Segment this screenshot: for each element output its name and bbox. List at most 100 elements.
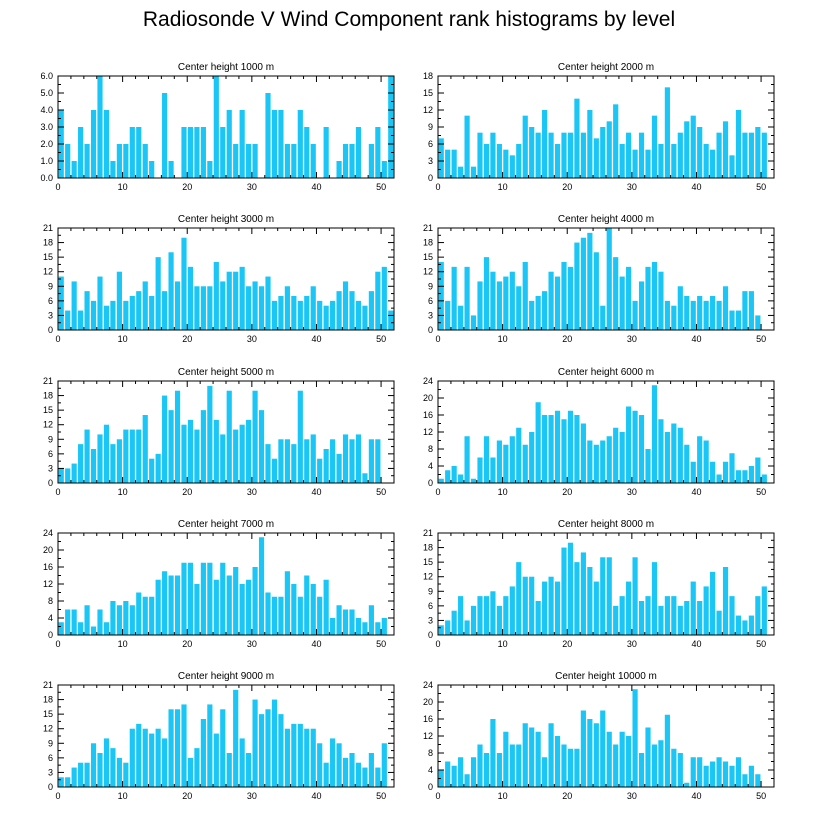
bar xyxy=(742,291,748,330)
bar xyxy=(381,266,387,330)
panel-5: Center height 5000 m 0 10 20 30 40 50 0 3 6 9 12 15 1… xyxy=(43,367,395,497)
bar xyxy=(239,110,245,178)
bar xyxy=(483,753,490,787)
bar xyxy=(619,596,625,635)
x-tick-label: 0 xyxy=(435,487,440,497)
bar xyxy=(297,723,303,787)
bar xyxy=(65,609,71,635)
x-tick-label: 20 xyxy=(562,791,572,801)
x-tick-label: 40 xyxy=(311,487,321,497)
x-tick-label: 50 xyxy=(756,334,766,344)
bar xyxy=(677,132,683,178)
bar xyxy=(129,728,135,787)
bar xyxy=(97,753,103,787)
x-tick-label: 0 xyxy=(435,182,440,192)
bar xyxy=(123,429,129,483)
bar xyxy=(65,144,71,178)
bar xyxy=(580,237,586,330)
bar xyxy=(483,436,490,483)
bar xyxy=(310,434,316,483)
bar xyxy=(200,719,206,787)
bar xyxy=(742,132,748,178)
bar xyxy=(258,410,265,483)
y-tick-label: 24 xyxy=(423,680,433,690)
bar xyxy=(516,562,522,635)
bar xyxy=(252,144,258,178)
bar xyxy=(567,748,574,787)
bar xyxy=(470,757,477,787)
bar xyxy=(233,271,239,330)
bar xyxy=(503,149,509,178)
bar xyxy=(136,291,142,330)
bar xyxy=(310,144,316,178)
bar xyxy=(697,296,703,330)
bar xyxy=(58,468,64,483)
bar xyxy=(548,723,554,787)
bar xyxy=(690,581,696,635)
bar xyxy=(600,557,606,635)
y-tick-label: 0 xyxy=(48,782,53,792)
y-tick-label: 18 xyxy=(423,238,433,248)
bar xyxy=(381,618,387,635)
bar xyxy=(355,434,362,483)
bar xyxy=(349,753,355,787)
y-tick-label: 15 xyxy=(43,252,53,262)
bar xyxy=(355,300,362,330)
bar xyxy=(304,439,310,483)
bar xyxy=(381,743,387,787)
bar xyxy=(735,110,742,178)
panel-title: Center height 8000 m xyxy=(558,519,654,530)
bar xyxy=(567,266,574,330)
bar xyxy=(580,423,586,483)
y-tick-label: 15 xyxy=(423,252,433,262)
bar xyxy=(246,419,252,483)
bar xyxy=(194,127,200,178)
bar xyxy=(748,291,754,330)
bar xyxy=(684,601,690,635)
bar xyxy=(593,723,599,787)
bar xyxy=(168,410,174,483)
bar xyxy=(297,110,303,178)
bar xyxy=(684,121,690,178)
bar xyxy=(451,149,457,178)
bar xyxy=(142,415,148,483)
bar xyxy=(58,777,64,787)
bar xyxy=(690,115,696,178)
bar xyxy=(522,262,528,330)
bar xyxy=(155,579,161,635)
x-tick-label: 20 xyxy=(182,182,192,192)
bar xyxy=(336,161,342,178)
bar xyxy=(529,300,535,330)
x-tick-label: 50 xyxy=(376,182,386,192)
x-tick-label: 10 xyxy=(118,791,128,801)
y-tick-label: 15 xyxy=(43,405,53,415)
panel-1: Center height 1000 m 0 10 20 30 40 50 0.0 1.0 2.0… xyxy=(40,62,395,192)
bar xyxy=(587,719,593,787)
y-tick-label: 5.0 xyxy=(40,88,53,98)
bar xyxy=(200,562,206,635)
x-tick-label: 20 xyxy=(182,639,192,649)
bar xyxy=(503,444,509,483)
bar xyxy=(116,271,122,330)
bar xyxy=(129,127,135,178)
bar xyxy=(606,557,612,635)
y-tick-label: 21 xyxy=(423,528,433,538)
bar xyxy=(722,761,729,787)
bar xyxy=(284,571,290,635)
bar xyxy=(684,296,690,330)
bar xyxy=(181,127,187,178)
bar xyxy=(142,144,148,178)
bar xyxy=(84,144,90,178)
bar xyxy=(632,300,638,330)
bar xyxy=(123,601,129,635)
bar xyxy=(388,310,394,330)
bar xyxy=(496,753,502,787)
bar xyxy=(677,427,683,483)
bar xyxy=(90,300,97,330)
bar xyxy=(477,281,483,330)
bar xyxy=(496,440,502,483)
bar xyxy=(697,127,703,178)
x-tick-label: 40 xyxy=(691,182,701,192)
bar xyxy=(477,132,483,178)
y-tick-label: 3 xyxy=(428,310,433,320)
